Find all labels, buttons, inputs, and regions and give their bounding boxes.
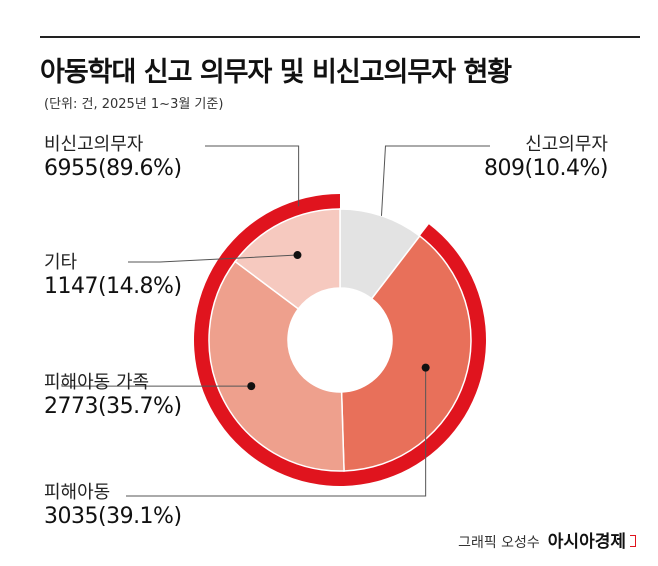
leader-reporter: [380, 145, 490, 216]
brand-mark-icon: [630, 535, 636, 547]
leader-non-reporter: [205, 145, 300, 207]
title-rule: [40, 36, 640, 38]
label-non-reporter: 비신고의무자 6955(89.6%): [44, 134, 182, 182]
label-victim-name: 피해아동: [44, 482, 111, 503]
label-family-value: 2773(35.7%): [44, 393, 182, 419]
label-victim-value: 3035(39.1%): [44, 503, 182, 529]
leader-lines-group: [61, 145, 490, 497]
label-other-name: 기타: [44, 252, 78, 273]
label-reporter-value: 809(10.4%): [483, 155, 609, 181]
label-other-value: 1147(14.8%): [44, 273, 182, 299]
donut-hole: [288, 288, 392, 392]
chart-title: 아동학대 신고 의무자 및 비신고의무자 현황: [40, 57, 512, 88]
credit-byline: 그래픽 오성수: [458, 535, 540, 551]
leader-victim: [126, 363, 430, 497]
credit-brand: 아시아경제: [547, 532, 626, 552]
label-reporter: 신고의무자 809(10.4%): [483, 134, 609, 182]
label-non-reporter-name: 비신고의무자: [44, 134, 144, 155]
label-victim: 피해아동 3035(39.1%): [44, 482, 182, 530]
credit: 그래픽 오성수 아시아경제: [458, 527, 636, 552]
label-non-reporter-value: 6955(89.6%): [44, 155, 182, 181]
chart-subtitle: (단위: 건, 2025년 1~3월 기준): [44, 97, 224, 112]
label-family: 피해아동 가족 2773(35.7%): [44, 372, 182, 420]
label-reporter-name: 신고의무자: [525, 134, 608, 155]
leader-other: [128, 251, 302, 263]
leader-family: [61, 382, 256, 391]
label-family-name: 피해아동 가족: [44, 372, 150, 393]
slices-group: [208, 208, 472, 472]
label-other: 기타 1147(14.8%): [44, 252, 182, 300]
